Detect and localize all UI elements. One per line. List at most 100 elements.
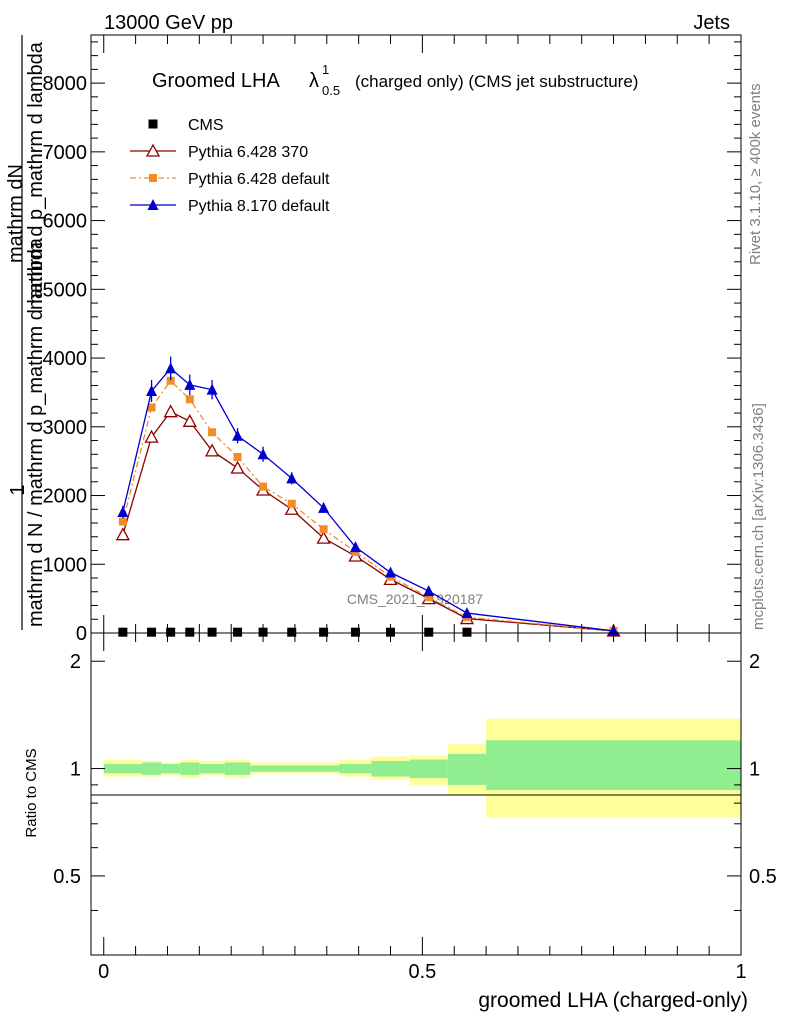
ratio-y-tick-label: 1 <box>70 759 81 781</box>
data-point <box>233 627 243 637</box>
data-point <box>185 627 195 637</box>
legend-entry: Pythia 8.170 default <box>130 198 330 215</box>
ratio-band-inner <box>141 762 162 775</box>
data-point <box>206 383 218 395</box>
y-tick-label: 5000 <box>43 279 88 301</box>
legend-entry: CMS <box>148 117 224 134</box>
ratio-band-inner <box>103 763 142 774</box>
x-tick-label: 0.5 <box>408 961 436 983</box>
series-3 <box>117 356 620 636</box>
legend-label: CMS <box>188 117 224 134</box>
data-point <box>118 517 127 526</box>
header-left: 13000 GeV pp <box>104 12 233 34</box>
legend-marker <box>147 199 159 210</box>
data-point <box>350 627 360 637</box>
data-point <box>424 593 433 602</box>
title-main: Groomed LHA <box>152 70 280 92</box>
y-tick-label: 3000 <box>43 417 88 439</box>
ylabel-den: mathrm d N / mathrm d p_mathrm d lambda <box>25 237 47 627</box>
y-tick-label: 2000 <box>43 486 88 508</box>
data-point <box>117 506 129 518</box>
legend-marker <box>149 174 157 182</box>
data-point <box>287 499 296 508</box>
ratio-bands <box>103 718 741 818</box>
data-point <box>204 443 220 457</box>
ratio-band-inner <box>275 765 308 772</box>
series-0 <box>118 627 472 637</box>
data-point <box>318 501 330 513</box>
data-point <box>165 362 177 374</box>
data-point <box>232 429 244 441</box>
data-point <box>147 403 156 412</box>
ratio-band-inner <box>371 761 410 777</box>
x-tick-label: 0 <box>98 961 109 983</box>
data-point <box>115 527 130 541</box>
data-point <box>166 627 176 637</box>
data-point <box>146 385 158 397</box>
data-point <box>166 376 175 385</box>
chart-title: Groomed LHA λ 1 0.5 (charged only) (CMS … <box>152 62 638 98</box>
main-plot-area: 0 1000 2000 3000 4000 5000 6000 7000 8000 1 math… <box>5 34 742 645</box>
y-tick-label: 1000 <box>43 554 88 576</box>
ratio-band-inner <box>161 763 181 774</box>
title-sub: 0.5 <box>322 83 340 98</box>
main-y-axis: 0 1000 2000 3000 4000 5000 6000 7000 8000 <box>43 41 741 645</box>
data-point <box>462 627 472 637</box>
mcplots-label: mcplots.cern.ch [arXiv:1306.3436] <box>750 403 767 630</box>
main-y-axis-label: 1 mathrm dN mathrm d p_mathrm d lambda m… <box>5 35 47 630</box>
data-point <box>118 627 128 637</box>
y-tick-label: 8000 <box>43 73 88 95</box>
series-layer <box>115 356 621 637</box>
data-point <box>259 482 268 491</box>
data-point <box>257 448 269 460</box>
title-rest: (charged only) (CMS jet substructure) <box>355 72 638 91</box>
ratio-band-inner <box>250 765 276 772</box>
data-point <box>185 395 194 404</box>
data-point <box>182 413 197 427</box>
ratio-y-axis: 0.5 0.5 1 1 2 2 <box>53 651 777 956</box>
legend-label: Pythia 8.170 default <box>188 198 330 215</box>
data-point <box>184 378 196 390</box>
data-point <box>386 627 396 637</box>
data-point <box>349 541 361 553</box>
x-axis-label: groomed LHA (charged-only) <box>478 989 748 1012</box>
data-point <box>424 627 434 637</box>
data-point <box>147 627 157 637</box>
data-point <box>163 404 178 418</box>
ratio-band-inner <box>339 763 372 774</box>
data-point <box>230 460 245 474</box>
ratio-band-inner <box>180 762 200 775</box>
ratio-frame <box>90 632 742 956</box>
ratio-y-tick-label: 0.5 <box>53 866 81 888</box>
ratio-band-inner <box>409 759 448 779</box>
y-tick-label: 6000 <box>43 211 88 233</box>
data-point <box>316 530 331 544</box>
ylabel-num: mathrm dN <box>5 164 27 263</box>
ratio-band-inner <box>486 740 741 791</box>
legend-label: Pythia 6.428 default <box>188 171 330 188</box>
data-point <box>423 585 435 597</box>
ylabel-num2: mathrm d p_mathrm d lambda <box>25 41 47 310</box>
legend-label: Pythia 6.428 370 <box>188 144 308 161</box>
y-tick-label: 7000 <box>43 142 88 164</box>
ratio-band-inner <box>447 753 487 785</box>
watermark: CMS_2021_I1920187 <box>347 591 483 607</box>
ratio-y-tick-label-right: 2 <box>749 651 760 673</box>
ratio-y-axis-label: Ratio to CMS <box>23 748 40 837</box>
ratio-x-axis: 0 0.5 1 <box>98 633 747 983</box>
title-sup: 1 <box>322 62 329 77</box>
ratio-band-inner <box>199 763 225 774</box>
legend: CMS Pythia 6.428 370 Pythia 6.428 default P… <box>130 117 330 215</box>
ratio-band-inner <box>224 762 251 775</box>
legend-marker <box>148 119 158 129</box>
data-point <box>208 428 217 437</box>
legend-marker <box>145 143 161 157</box>
legend-entry: Pythia 6.428 default <box>130 171 330 188</box>
main-x-axis-ticks <box>103 35 742 633</box>
rivet-label: Rivet 3.1.10, ≥ 400k events <box>747 83 764 265</box>
ratio-y-tick-label: 2 <box>70 651 81 673</box>
header-right: Jets <box>693 12 730 34</box>
y-tick-label: 0 <box>76 623 87 645</box>
data-point <box>207 627 217 637</box>
